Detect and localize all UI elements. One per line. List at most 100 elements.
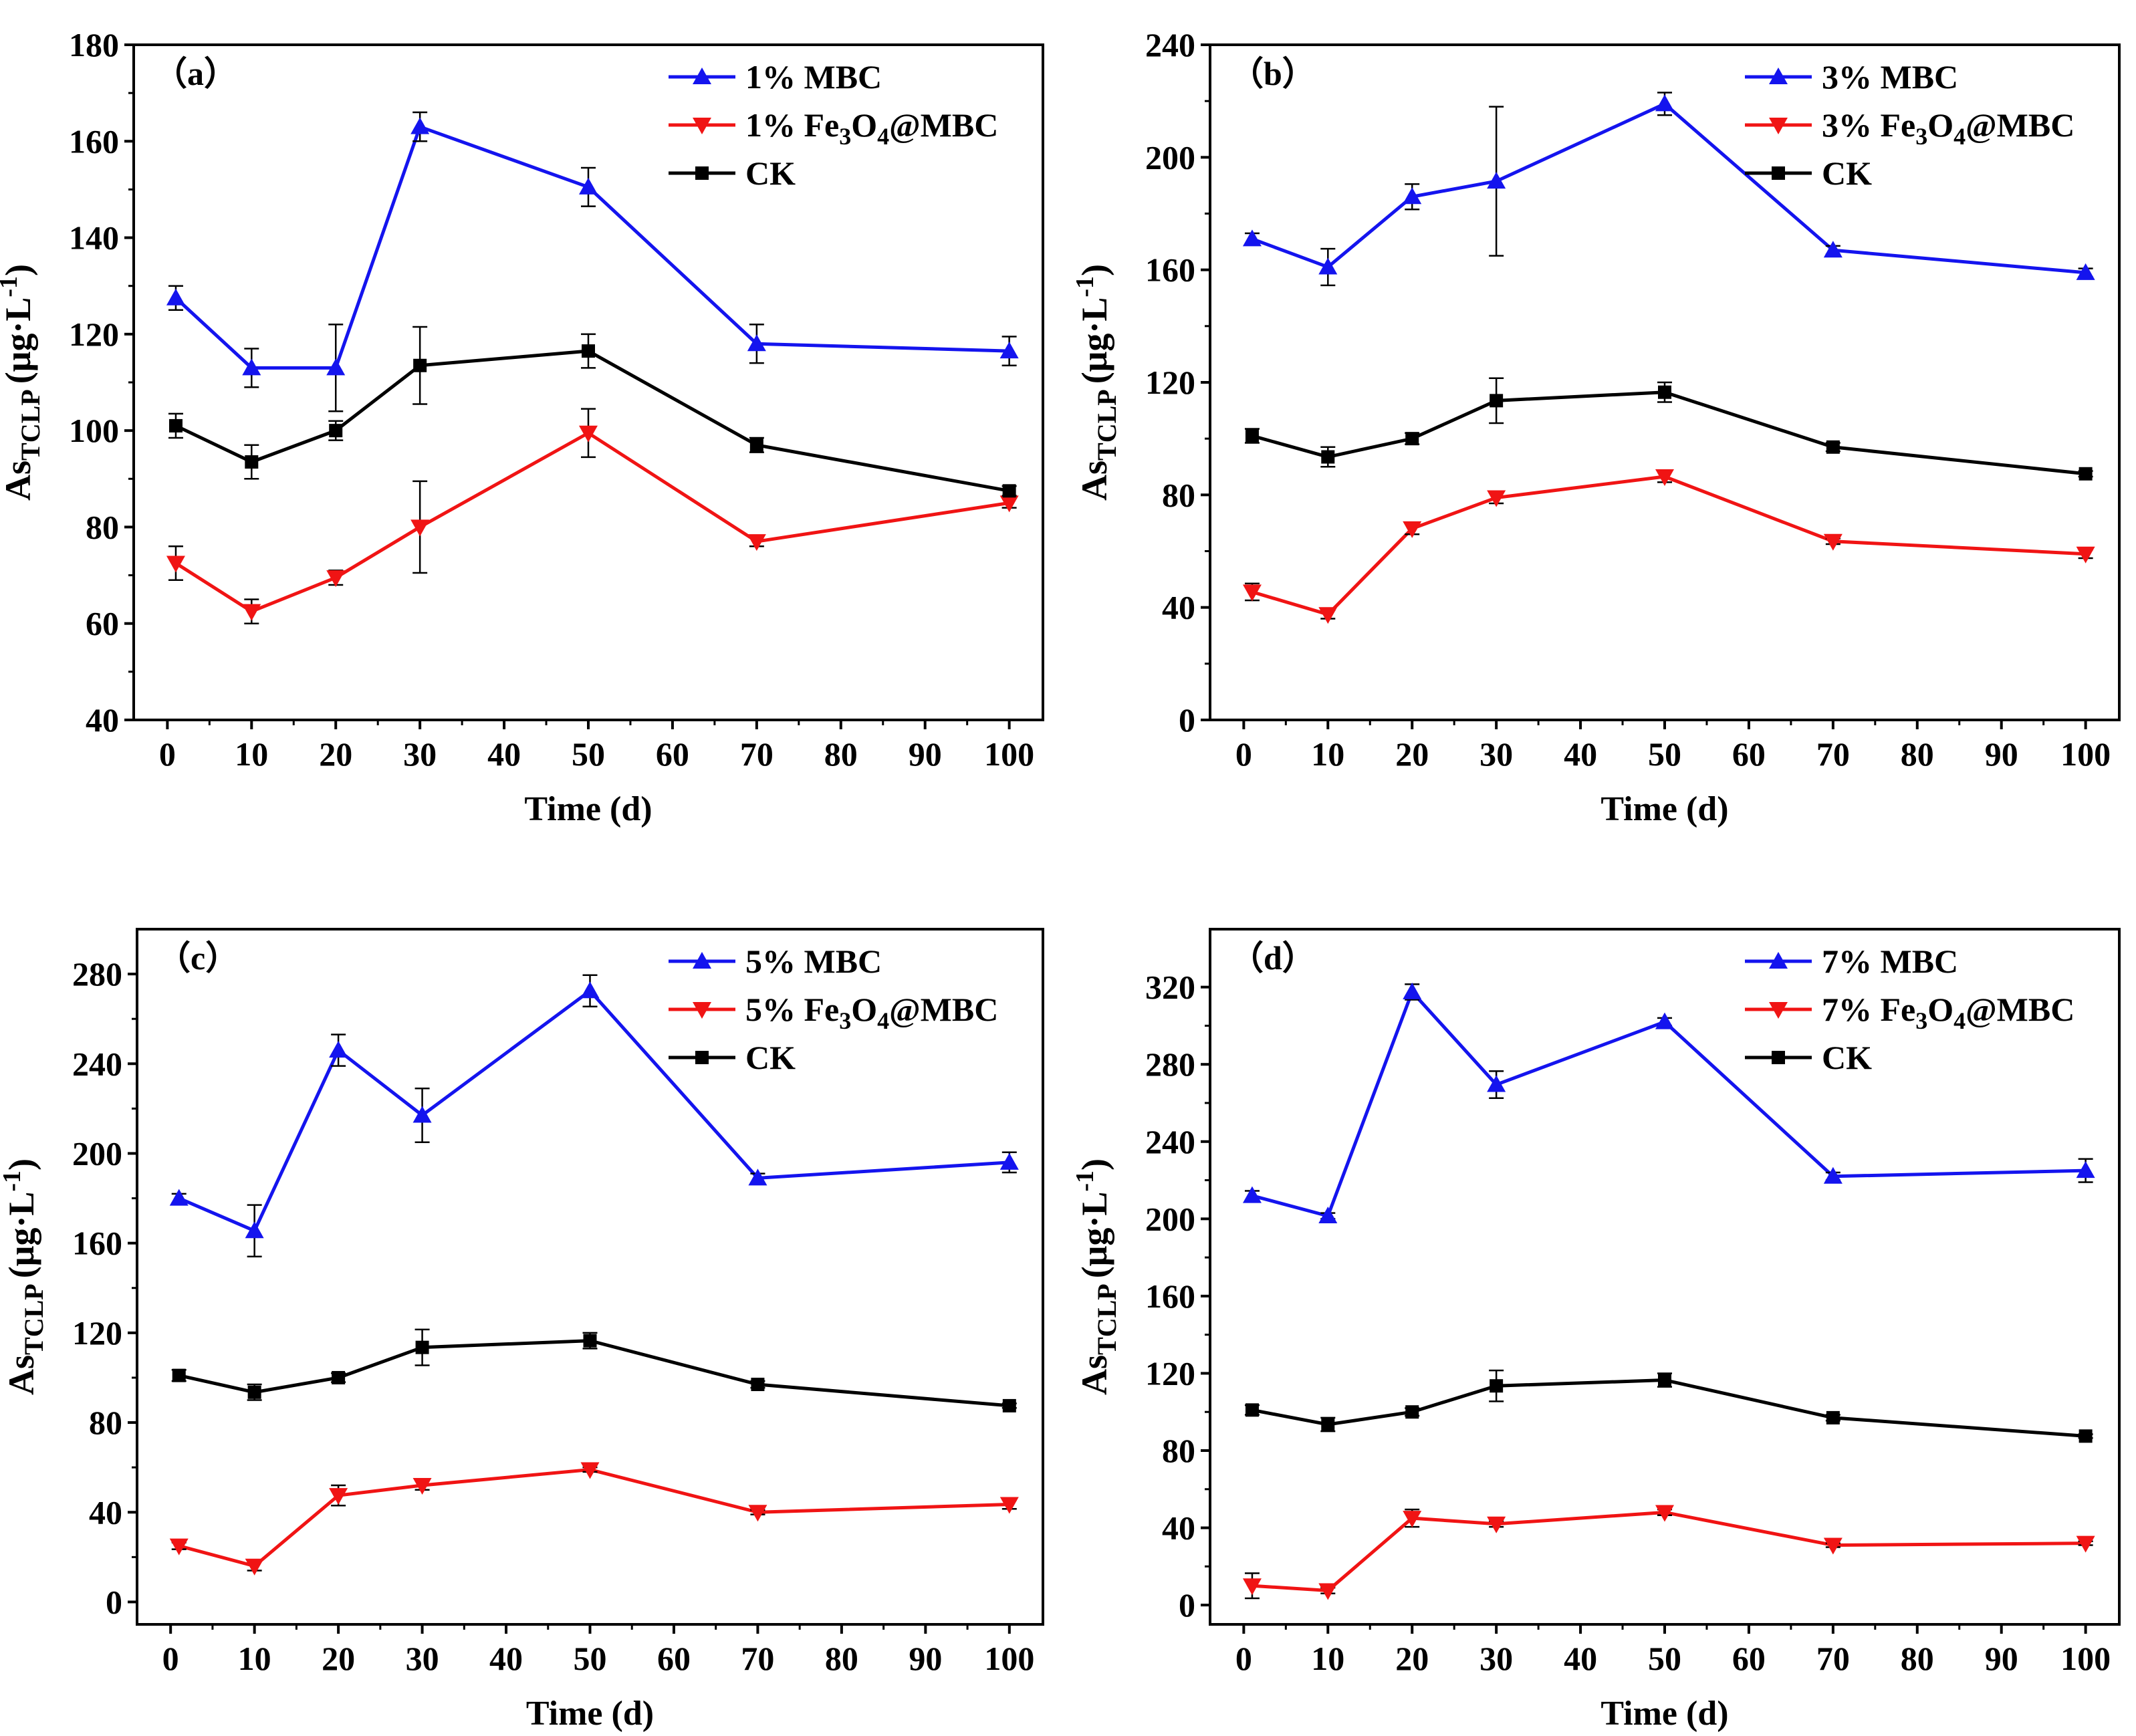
data-point-mbc	[166, 288, 185, 305]
x-tick-label: 70	[740, 735, 774, 773]
data-point-mbc	[2076, 263, 2095, 280]
panel-b-series-fe	[1242, 469, 2095, 624]
data-point-mbc	[999, 1152, 1019, 1170]
legend-label-fe: 3% Fe3​O4​@MBC	[1822, 106, 2074, 150]
y-label-unit: (μg·L	[1074, 297, 1114, 384]
series-line-fe	[1252, 475, 2086, 617]
data-point-ck	[415, 1340, 429, 1354]
y-tick-label: 240	[1145, 26, 1195, 64]
x-tick-label: 10	[1311, 735, 1344, 773]
legend-label-fe: 1% Fe3​O4​@MBC	[745, 106, 998, 150]
x-tick-label: 30	[1479, 735, 1513, 773]
data-point-mbc	[1823, 241, 1843, 258]
data-point-mbc	[1655, 1012, 1674, 1029]
data-point-ck	[1405, 432, 1419, 446]
y-tick-label: 0	[1179, 701, 1195, 739]
panel-d-x-axis-label: Time (d)	[1600, 1695, 1728, 1733]
y-label-sup: -1	[0, 276, 23, 297]
data-point-fe	[1242, 584, 1262, 602]
series-line-ck	[179, 1339, 1010, 1408]
data-point-fe	[1823, 1537, 1843, 1555]
y-tick-label: 0	[106, 1583, 122, 1620]
data-point-ck	[1658, 1373, 1671, 1387]
x-tick-label: 70	[741, 1640, 774, 1677]
x-tick-label: 20	[1395, 1640, 1429, 1677]
x-tick-label: 0	[162, 1640, 179, 1677]
x-tick-label: 100	[2060, 735, 2111, 773]
legend-label-fe: 5% Fe3​O4​@MBC	[745, 991, 998, 1034]
panel-d-series-fe	[1242, 1505, 2095, 1600]
y-tick-label: 160	[69, 122, 119, 160]
x-tick-label: 100	[2060, 1640, 2111, 1677]
data-point-ck	[413, 358, 427, 372]
legend-text: CK	[745, 154, 796, 192]
legend-marker-ck	[695, 166, 709, 180]
series-line-fe	[174, 430, 1010, 614]
data-point-ck	[1245, 428, 1259, 443]
legend-text: 1% Fe	[745, 106, 839, 144]
panel-c: 0 10 20 30 40 50 60 70 80 90 100 0 40 80 120 160 200 240 2…	[0, 928, 1044, 1733]
legend-marker-ck	[1772, 166, 1785, 180]
panel-c-series-fe	[169, 1462, 1019, 1576]
data-point-ck	[329, 424, 343, 438]
y-tick-label: 160	[1145, 1277, 1195, 1315]
y-label-sup: -1	[1071, 1170, 1099, 1192]
data-point-fe	[1487, 490, 1506, 507]
data-point-ck	[2079, 467, 2093, 481]
y-tick-label: 160	[72, 1225, 122, 1262]
x-tick-label: 100	[984, 1640, 1034, 1677]
legend-text: 3% MBC	[1822, 58, 1958, 96]
x-tick-label: 40	[489, 1640, 523, 1677]
panel-b-legend: 3% MBC 3% Fe3​O4​@MBC CK	[1745, 58, 2074, 192]
data-point-fe	[999, 495, 1019, 513]
data-point-ck	[247, 1385, 261, 1399]
data-point-mbc	[1487, 1075, 1506, 1092]
y-tick-label: 240	[1145, 1123, 1195, 1160]
legend-label-mbc: 7% MBC	[1822, 943, 1958, 980]
data-point-mbc	[326, 358, 346, 376]
data-point-fe	[326, 570, 346, 588]
legend-text: 3	[839, 123, 851, 150]
panel-c-series-mbc	[169, 974, 1019, 1258]
data-point-fe	[1655, 469, 1674, 486]
data-point-fe	[747, 534, 766, 551]
data-point-ck	[1321, 1418, 1335, 1431]
panel-a-series-fe	[166, 408, 1019, 624]
legend-text: 5% MBC	[745, 943, 882, 980]
data-point-fe	[1487, 1516, 1506, 1533]
panel-d: 0 10 20 30 40 50 60 70 80 90 100 0 40 80 120 160 200 240 2…	[1071, 928, 2121, 1733]
x-tick-label: 80	[1901, 735, 1934, 773]
y-tick-label: 80	[1162, 476, 1195, 513]
y-tick-label: 280	[72, 955, 122, 993]
data-point-mbc	[169, 1189, 189, 1206]
y-tick-label: 40	[1162, 1509, 1195, 1547]
x-tick-label: 50	[572, 735, 605, 773]
y-label-sub: TCLP	[19, 1283, 49, 1355]
legend-marker-ck	[695, 1051, 709, 1064]
y-label-main: As	[1, 1355, 41, 1395]
y-tick-label: 180	[69, 26, 119, 64]
y-label-sup: -1	[1071, 276, 1099, 297]
data-point-ck	[1658, 385, 1671, 399]
data-point-fe	[410, 519, 430, 537]
panel-a-legend: 1% MBC 1% Fe3​O4​@MBC CK	[669, 58, 998, 192]
legend-text: @MBC	[1966, 991, 2074, 1028]
y-tick-label: 40	[89, 1493, 122, 1531]
panel-a-label: （a）	[154, 55, 237, 92]
y-tick-label: 120	[1145, 1354, 1195, 1392]
x-tick-label: 60	[656, 735, 689, 773]
data-point-fe	[1318, 607, 1338, 624]
series-line-ck	[1252, 1378, 2086, 1438]
legend-text: 5% Fe	[745, 991, 839, 1028]
x-tick-label: 0	[1235, 1640, 1252, 1677]
legend-text: CK	[1822, 1039, 1872, 1076]
legend-text: 3	[839, 1007, 851, 1034]
y-label-close: )	[1, 1158, 41, 1170]
data-point-mbc	[1403, 187, 1422, 205]
data-point-fe	[329, 1488, 348, 1505]
y-label-close: )	[1074, 1158, 1114, 1170]
y-tick-label: 200	[1145, 1200, 1195, 1237]
legend-text: CK	[745, 1039, 796, 1076]
panel-d-y-axis-label: AsTCLP (μg·L-1)	[1071, 1158, 1122, 1395]
